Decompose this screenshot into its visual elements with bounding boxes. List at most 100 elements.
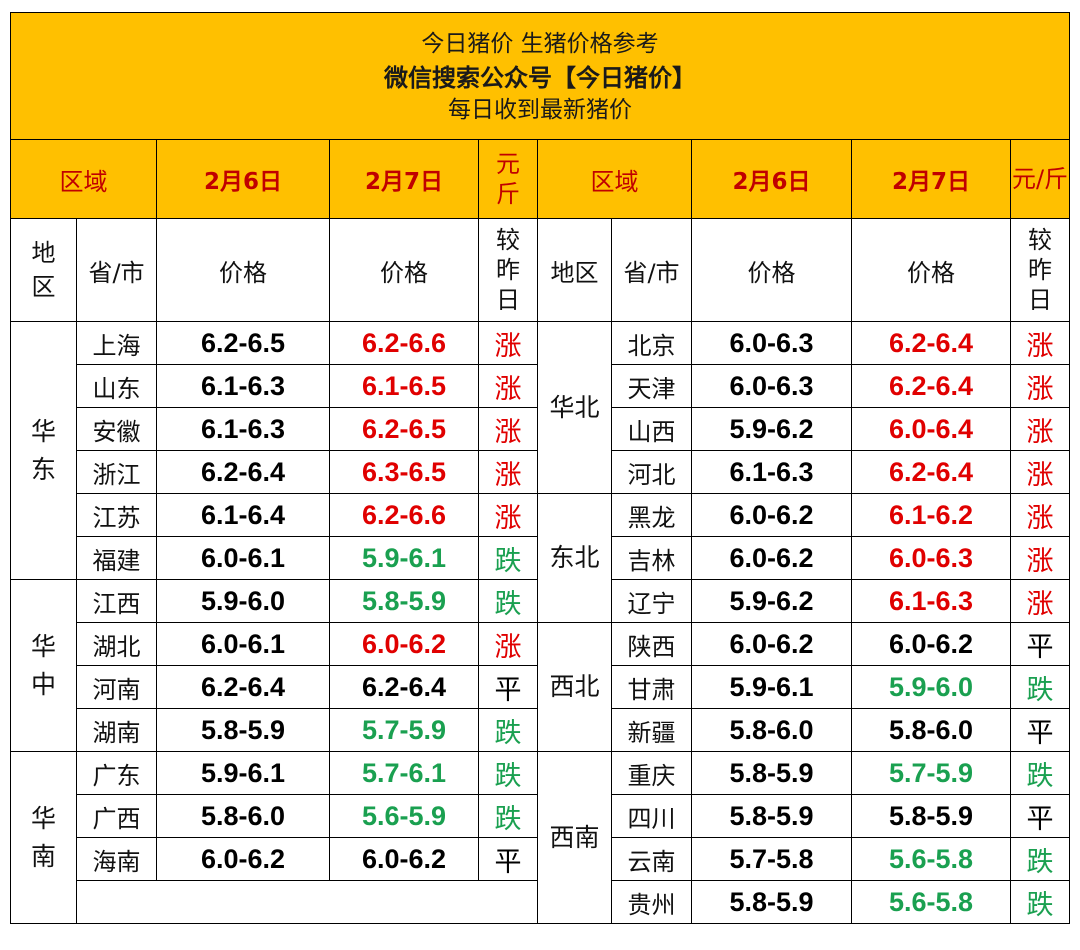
change-cell: 平 — [1009, 708, 1071, 752]
table-row: 浙江 6.2-6.4 6.3-6.5 涨河北 6.1-6.3 6.2-6.4 涨 — [11, 450, 1071, 494]
province-cell: 重庆 — [611, 751, 692, 795]
price-curr-cell: 6.1-6.2 — [851, 493, 1011, 537]
province-cell: 湖北 — [76, 622, 157, 666]
subheader-price-curr-left: 价格 — [329, 218, 479, 322]
table-row: 安徽 6.1-6.3 6.2-6.5 涨山西 5.9-6.2 6.0-6.4 涨 — [11, 407, 1071, 451]
price-prev-cell: 6.1-6.3 — [156, 364, 330, 408]
change-cell: 跌 — [478, 536, 538, 580]
change-cell: 涨 — [478, 407, 538, 451]
price-prev-cell: 5.8-5.9 — [691, 794, 852, 838]
province-cell: 湖南 — [76, 708, 157, 752]
price-prev-cell: 5.8-5.9 — [691, 751, 852, 795]
change-cell: 跌 — [1009, 837, 1071, 881]
table-row: 河南 6.2-6.4 6.2-6.4 平甘肃 5.9-6.1 5.9-6.0 跌 — [11, 665, 1071, 709]
region-cell-right: 华北 — [537, 321, 612, 494]
change-cell: 跌 — [478, 708, 538, 752]
change-cell: 涨 — [478, 622, 538, 666]
change-cell: 涨 — [1009, 321, 1071, 365]
subheader-province-right: 省/市 — [611, 218, 692, 322]
province-cell: 四川 — [611, 794, 692, 838]
subheader-area-right: 地区 — [537, 218, 612, 322]
subheader-compare-right: 较 昨 日 — [1009, 218, 1071, 322]
table-row: 贵州 5.8-5.9 5.6-5.8 跌 — [11, 880, 1071, 924]
price-curr-cell: 5.6-5.8 — [851, 837, 1011, 881]
province-cell: 辽宁 — [611, 579, 692, 623]
table-row: 湖南 5.8-5.9 5.7-5.9 跌新疆 5.8-6.0 5.8-6.0 平 — [11, 708, 1071, 752]
province-cell: 贵州 — [611, 880, 692, 924]
price-prev-cell: 5.8-6.0 — [156, 794, 330, 838]
price-curr-cell: 6.2-6.4 — [329, 665, 479, 709]
province-cell: 新疆 — [611, 708, 692, 752]
header-region-right: 区域 — [537, 139, 692, 219]
subheader-area-left: 地 区 — [10, 218, 77, 322]
price-curr-cell: 5.7-5.9 — [851, 751, 1011, 795]
pig-price-table: 今日猪价 生猪价格参考 微信搜索公众号【今日猪价】 每日收到最新猪价 区域 2月… — [9, 12, 1071, 924]
price-curr-cell: 6.0-6.2 — [851, 622, 1011, 666]
province-cell: 上海 — [76, 321, 157, 365]
header-row: 区域 2月6日 2月7日 元 斤 区域 2月6日 2月7日 元/斤 — [10, 139, 1071, 219]
province-cell: 甘肃 — [611, 665, 692, 709]
change-cell: 平 — [1009, 794, 1071, 838]
table-row: 华东上海 6.2-6.5 6.2-6.6 涨华北 北京 6.0-6.3 6.2-6.4 涨 — [10, 321, 1071, 580]
table-row: 湖北 6.0-6.1 6.0-6.2 涨西北 陕西 6.0-6.2 6.0-6.2 平 — [11, 622, 1071, 752]
table-row: 广西 5.8-6.0 5.6-5.9 跌四川 5.8-5.9 5.8-5.9 平 — [11, 794, 1071, 838]
change-cell: 平 — [478, 837, 538, 881]
header-unit-right: 元/斤 — [1009, 139, 1071, 219]
price-curr-cell: 6.3-6.5 — [329, 450, 479, 494]
empty-cell — [156, 880, 538, 924]
price-prev-cell: 5.9-6.1 — [691, 665, 852, 709]
price-prev-cell: 6.0-6.2 — [691, 536, 852, 580]
price-prev-cell: 6.0-6.3 — [691, 321, 852, 365]
price-prev-cell: 5.7-5.8 — [691, 837, 852, 881]
region-cell-right: 东北 — [537, 493, 612, 623]
province-cell: 北京 — [611, 321, 692, 365]
price-curr-cell: 6.1-6.3 — [851, 579, 1011, 623]
price-curr-cell: 6.0-6.3 — [851, 536, 1011, 580]
price-curr-cell: 5.6-5.8 — [851, 880, 1011, 924]
table-row: 福建 6.0-6.1 5.9-6.1 跌 吉林 6.0-6.2 6.0-6.3 涨 — [11, 536, 1071, 580]
unit-bottom: 斤 — [496, 180, 520, 208]
change-cell: 跌 — [478, 794, 538, 838]
province-cell: 河北 — [611, 450, 692, 494]
province-cell: 江苏 — [76, 493, 157, 537]
change-cell: 跌 — [1009, 665, 1071, 709]
province-cell: 广西 — [76, 794, 157, 838]
price-prev-cell: 6.0-6.2 — [691, 493, 852, 537]
region-char-1: 华 — [30, 416, 56, 446]
price-curr-cell: 6.2-6.6 — [329, 493, 479, 537]
province-cell: 天津 — [611, 364, 692, 408]
region-cell-right: 西北 — [537, 622, 612, 752]
compare-char-1: 较 — [496, 226, 520, 254]
header-date-curr-right: 2月7日 — [851, 139, 1011, 219]
price-curr-cell: 6.2-6.4 — [851, 450, 1011, 494]
price-prev-cell: 5.9-6.0 — [156, 579, 330, 623]
price-prev-cell: 6.1-6.3 — [156, 407, 330, 451]
province-cell: 浙江 — [76, 450, 157, 494]
price-prev-cell: 6.1-6.4 — [156, 493, 330, 537]
price-curr-cell: 5.7-6.1 — [329, 751, 479, 795]
header-date-curr-left: 2月7日 — [329, 139, 479, 219]
compare-char-2: 昨 — [1028, 256, 1053, 284]
price-curr-cell: 6.2-6.6 — [329, 321, 479, 365]
price-curr-cell: 5.9-6.0 — [851, 665, 1011, 709]
price-prev-cell: 6.0-6.1 — [156, 536, 330, 580]
province-cell: 安徽 — [76, 407, 157, 451]
change-cell: 涨 — [1009, 536, 1071, 580]
compare-char-2: 昨 — [496, 256, 520, 284]
province-cell: 山西 — [611, 407, 692, 451]
price-curr-cell: 5.9-6.1 — [329, 536, 479, 580]
header-unit-left: 元 斤 — [478, 139, 538, 219]
price-prev-cell: 5.9-6.2 — [691, 407, 852, 451]
subheader-province-left: 省/市 — [76, 218, 157, 322]
price-prev-cell: 5.8-5.9 — [156, 708, 330, 752]
subheader-row: 地 区 省/市 价格 价格 较 昨 日 地区 省/市 价格 价格 较 昨 日 — [10, 218, 1071, 322]
province-cell: 广东 — [76, 751, 157, 795]
price-curr-cell: 6.2-6.5 — [329, 407, 479, 451]
change-cell: 涨 — [478, 493, 538, 537]
price-curr-cell: 5.7-5.9 — [329, 708, 479, 752]
price-curr-cell: 5.8-6.0 — [851, 708, 1011, 752]
province-cell: 陕西 — [611, 622, 692, 666]
subheader-compare-left: 较 昨 日 — [478, 218, 538, 322]
change-cell: 涨 — [478, 321, 538, 365]
header-region-left: 区域 — [10, 139, 157, 219]
